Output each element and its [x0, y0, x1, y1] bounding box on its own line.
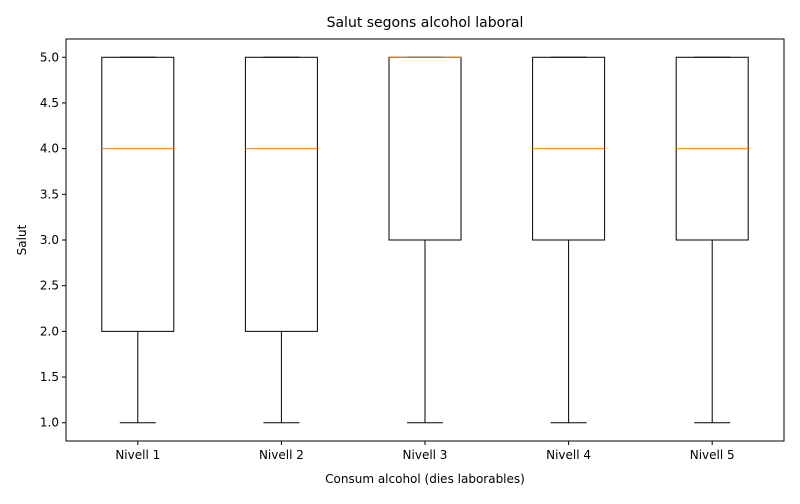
- box-group: [244, 56, 318, 424]
- y-tick-label: 3.5: [40, 187, 59, 201]
- box-group: [675, 56, 749, 424]
- y-tick-label: 5.0: [40, 50, 59, 64]
- box: [244, 56, 318, 332]
- box: [388, 56, 462, 241]
- x-tick-label: Nivell 1: [115, 448, 160, 462]
- box-group: [388, 56, 462, 424]
- chart-title: Salut segons alcohol laboral: [327, 15, 524, 31]
- y-tick-label: 1.5: [40, 370, 59, 384]
- y-axis-title: Salut: [15, 224, 29, 255]
- x-tick-label: Nivell 3: [403, 448, 448, 462]
- y-tick-label: 2.0: [40, 324, 59, 338]
- y-tick-label: 4.5: [40, 96, 59, 110]
- y-tick-label: 2.5: [40, 279, 59, 293]
- x-tick-label: Nivell 4: [546, 448, 591, 462]
- y-tick-label: 4.0: [40, 142, 59, 156]
- x-tick-label: Nivell 2: [259, 448, 304, 462]
- plot-area: 1.0 1.5 2.0 2.5 3.0 3.5 4.0 4.5 5.0 Nivell 1 Nivel…: [40, 38, 785, 462]
- x-tick-label: Nivell 5: [690, 448, 735, 462]
- y-tick-label: 3.0: [40, 233, 59, 247]
- box: [101, 56, 175, 332]
- y-tick-label: 1.0: [40, 416, 59, 430]
- x-axis-title: Consum alcohol (dies laborables): [325, 472, 525, 486]
- box-group: [101, 56, 175, 424]
- box-group: [532, 56, 606, 424]
